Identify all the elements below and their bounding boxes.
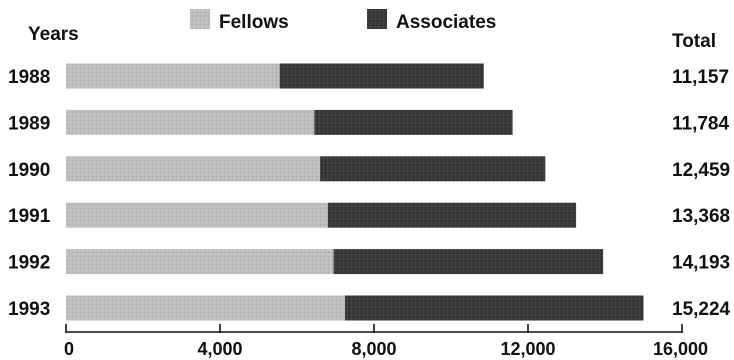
bar-associates-1992 xyxy=(333,249,604,275)
bar-fellows-1988 xyxy=(66,63,280,89)
total-label-1992: 14,193 xyxy=(672,253,730,274)
bar-fellows-1993 xyxy=(66,295,346,321)
total-label-1989: 11,784 xyxy=(672,113,729,134)
x-tick-label-4000: 4,000 xyxy=(197,339,242,359)
total-label-1993: 15,224 xyxy=(672,299,731,320)
bar-associates-1988 xyxy=(279,63,484,89)
year-label-1990: 1990 xyxy=(8,160,50,181)
total-label-1991: 13,368 xyxy=(672,206,730,227)
bar-fellows-1989 xyxy=(66,109,315,135)
legend-swatch-fellows xyxy=(190,9,210,29)
year-label-1989: 1989 xyxy=(8,113,50,134)
x-tick-label-0: 0 xyxy=(64,339,74,359)
bar-associates-1993 xyxy=(345,295,644,321)
legend-label-associates: Associates xyxy=(396,12,496,33)
bar-associates-1991 xyxy=(327,202,577,228)
x-axis-ticks: 0 4,000 8,000 12,000 16,000 xyxy=(64,324,708,359)
year-labels: 1988 1989 1990 1991 1992 1993 xyxy=(8,67,51,320)
total-header: Total xyxy=(672,31,716,52)
bar-fellows-1992 xyxy=(66,249,334,275)
legend-label-fellows: Fellows xyxy=(219,12,289,33)
legend: Fellows Associates xyxy=(190,9,496,33)
bar-associates-1989 xyxy=(314,109,513,135)
bar-fellows-1991 xyxy=(66,202,328,228)
years-header: Years xyxy=(28,24,79,45)
total-labels: 11,157 11,784 12,459 13,368 14,193 15,224 xyxy=(672,67,731,320)
bar-fellows-1990 xyxy=(66,156,321,182)
x-tick-label-16000: 16,000 xyxy=(653,339,708,359)
bar-associates-1990 xyxy=(320,156,546,182)
total-label-1990: 12,459 xyxy=(672,160,730,181)
total-label-1988: 11,157 xyxy=(672,67,729,88)
year-label-1993: 1993 xyxy=(8,299,50,320)
year-label-1988: 1988 xyxy=(8,67,50,88)
legend-swatch-associates xyxy=(367,9,387,29)
x-tick-label-8000: 8,000 xyxy=(351,339,396,359)
year-label-1992: 1992 xyxy=(8,253,50,274)
year-label-1991: 1991 xyxy=(8,206,51,227)
bars-group xyxy=(66,63,644,321)
x-tick-label-12000: 12,000 xyxy=(500,339,555,359)
